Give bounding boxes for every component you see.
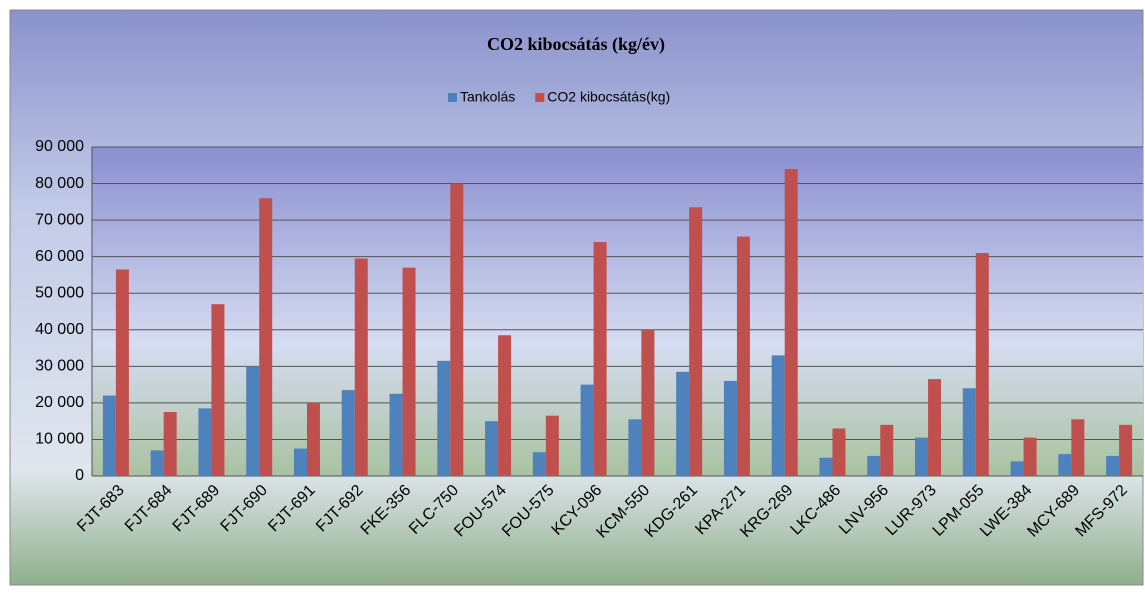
bar bbox=[915, 437, 929, 476]
y-tick-label: 50 000 bbox=[35, 284, 84, 301]
legend-label: CO2 kibocsátás(kg) bbox=[547, 89, 670, 105]
bar bbox=[1058, 454, 1072, 476]
y-tick-label: 60 000 bbox=[35, 248, 84, 265]
bar bbox=[641, 329, 655, 476]
bar bbox=[676, 371, 690, 476]
bar bbox=[819, 457, 833, 476]
bar bbox=[115, 269, 129, 476]
y-tick-label: 20 000 bbox=[35, 394, 84, 411]
legend-label: Tankolás bbox=[460, 89, 515, 105]
bar bbox=[163, 412, 177, 476]
bar bbox=[102, 395, 116, 476]
y-tick-label: 40 000 bbox=[35, 321, 84, 338]
bar bbox=[246, 366, 260, 476]
bar bbox=[150, 450, 164, 476]
bar bbox=[580, 384, 594, 476]
bar bbox=[1071, 419, 1085, 476]
chart-title: CO2 kibocsátás (kg/év) bbox=[487, 34, 665, 55]
bar bbox=[211, 304, 225, 476]
y-tick-label: 90 000 bbox=[35, 138, 84, 155]
bar bbox=[771, 355, 785, 476]
bar bbox=[450, 183, 464, 477]
bar bbox=[1106, 455, 1120, 476]
y-tick-label: 70 000 bbox=[35, 211, 84, 228]
bar bbox=[341, 390, 355, 476]
bar bbox=[736, 236, 750, 476]
bar bbox=[1023, 437, 1037, 476]
bar bbox=[689, 207, 703, 477]
y-tick-label: 0 bbox=[75, 467, 84, 484]
bar bbox=[867, 455, 881, 476]
legend-swatch bbox=[448, 93, 457, 102]
bar bbox=[832, 428, 846, 476]
bar bbox=[975, 253, 989, 476]
bar bbox=[962, 388, 976, 476]
bar bbox=[628, 419, 642, 476]
bar bbox=[354, 258, 368, 476]
bar bbox=[306, 402, 320, 476]
bar bbox=[928, 379, 942, 476]
bar bbox=[402, 267, 416, 476]
bar bbox=[723, 380, 737, 476]
bar bbox=[880, 424, 894, 476]
bar bbox=[1010, 461, 1024, 476]
y-tick-label: 30 000 bbox=[35, 358, 84, 375]
bar bbox=[784, 168, 798, 476]
bar bbox=[259, 198, 273, 476]
y-tick-label: 10 000 bbox=[35, 431, 84, 448]
bar bbox=[498, 335, 512, 476]
y-tick-label: 80 000 bbox=[35, 175, 84, 192]
bar bbox=[437, 360, 451, 476]
bar bbox=[293, 448, 307, 476]
legend-swatch bbox=[535, 93, 545, 102]
bar bbox=[389, 393, 403, 476]
bar bbox=[593, 242, 607, 476]
bar bbox=[545, 415, 559, 476]
bar bbox=[198, 408, 212, 476]
bar bbox=[1119, 424, 1133, 476]
bar bbox=[485, 421, 499, 476]
bar bbox=[532, 452, 546, 476]
